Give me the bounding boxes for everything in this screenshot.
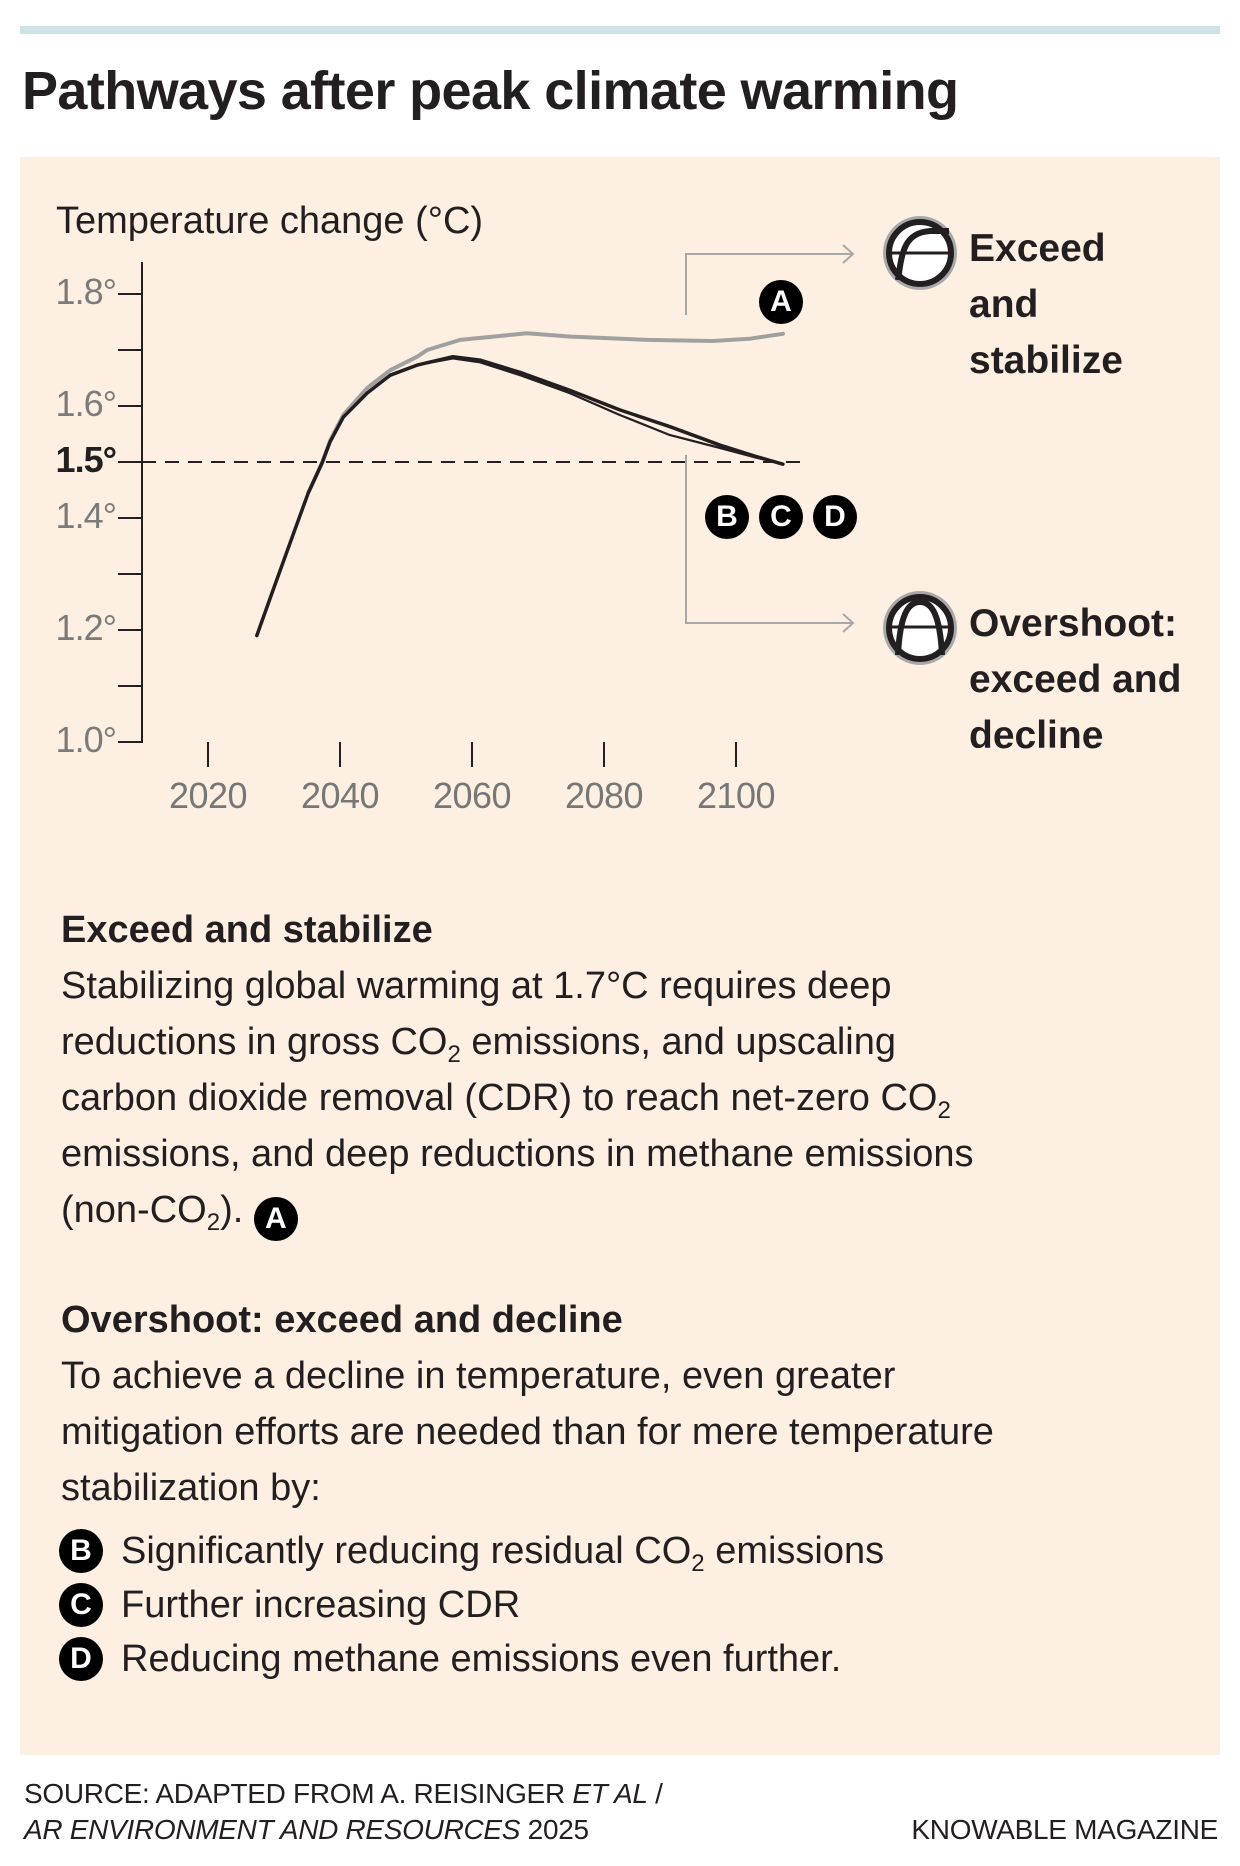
pathway-label-line: stabilize bbox=[969, 339, 1123, 382]
connector-arrow-stabilize bbox=[685, 253, 852, 315]
connector-arrow-overshoot bbox=[685, 455, 852, 624]
list-item: B Significantly reducing residual CO2 em… bbox=[59, 1524, 1201, 1578]
subscript: 2 bbox=[937, 1097, 951, 1124]
pathway-label-line: decline bbox=[969, 714, 1104, 757]
pathway-label-line: Exceed bbox=[969, 227, 1106, 270]
y-tick-label: 1.0° bbox=[55, 719, 117, 760]
body-line: emissions, and deep reductions in methan… bbox=[61, 1133, 974, 1175]
y-tick-label: 1.4° bbox=[55, 495, 117, 536]
pathway-label-line: exceed and bbox=[969, 658, 1182, 701]
body-line: emissions, and upscaling bbox=[460, 1021, 896, 1063]
section-body: Stabilizing global warming at 1.7°C requ… bbox=[61, 958, 1201, 1241]
body-line: reductions in gross CO bbox=[61, 1021, 448, 1063]
subscript: 2 bbox=[447, 1041, 461, 1068]
section-body: To achieve a decline in temperature, eve… bbox=[61, 1348, 1201, 1516]
publisher-brand: KNOWABLE MAGAZINE bbox=[911, 1814, 1218, 1845]
page-title: Pathways after peak climate warming bbox=[22, 61, 959, 121]
list-item: C Further increasing CDR bbox=[59, 1578, 1201, 1632]
subscript: 2 bbox=[206, 1209, 221, 1236]
connector-group bbox=[685, 244, 855, 633]
subscript: 2 bbox=[691, 1550, 705, 1577]
badge-d-chart: D bbox=[813, 495, 857, 539]
y-tick-label: 1.6° bbox=[55, 383, 117, 424]
x-tick-label: 2040 bbox=[300, 775, 380, 816]
y-tick-label: 1.5° bbox=[55, 439, 117, 480]
badge-a-inline: A bbox=[253, 1197, 298, 1241]
source-year: 2025 bbox=[520, 1814, 589, 1845]
body-line: (non-CO bbox=[61, 1189, 207, 1231]
source-credit: SOURCE: ADAPTED FROM A. REISINGER ET AL … bbox=[24, 1776, 663, 1848]
mitigation-list: B Significantly reducing residual CO2 em… bbox=[59, 1524, 1201, 1686]
badge-b: B bbox=[59, 1529, 103, 1573]
series-line-1 bbox=[306, 331, 785, 495]
series-line-3 bbox=[255, 357, 784, 637]
body-line: To achieve a decline in temperature, eve… bbox=[61, 1355, 896, 1397]
source-slash: / bbox=[647, 1778, 663, 1809]
section-overshoot: Overshoot: exceed and decline To achieve… bbox=[59, 1292, 1201, 1686]
body-line: ). bbox=[220, 1189, 244, 1231]
body-line: Stabilizing global warming at 1.7°C requ… bbox=[61, 965, 892, 1007]
y-tick-label: 1.8° bbox=[55, 271, 117, 312]
list-item: D Reducing methane emissions even furthe… bbox=[59, 1632, 1201, 1686]
list-item-text: Significantly reducing residual CO bbox=[121, 1530, 692, 1572]
pathway-label-line: and bbox=[969, 283, 1039, 326]
source-prefix: SOURCE: ADAPTED FROM A. REISINGER bbox=[24, 1778, 573, 1809]
x-tick-label: 2100 bbox=[696, 775, 776, 816]
series-line-2 bbox=[255, 354, 785, 638]
section-exceed-stabilize: Exceed and stabilize Stabilizing global … bbox=[61, 902, 1201, 1241]
x-tick-label: 2060 bbox=[432, 775, 512, 816]
pathway-label-line: Overshoot: bbox=[969, 602, 1178, 645]
badge-d: D bbox=[59, 1637, 103, 1681]
section-heading: Exceed and stabilize bbox=[61, 909, 433, 951]
pathway-label-overshoot: Overshoot: exceed and decline bbox=[969, 596, 1181, 764]
badge-c-chart: C bbox=[759, 495, 803, 539]
y-axis-title: Temperature change (°C) bbox=[56, 200, 484, 242]
list-item-text: Further increasing CDR bbox=[121, 1584, 521, 1626]
badge-b-chart: B bbox=[705, 495, 749, 539]
series-group bbox=[255, 331, 785, 638]
list-item-text: emissions bbox=[704, 1530, 885, 1572]
x-tick-label: 2020 bbox=[168, 775, 248, 816]
chart-axes bbox=[118, 262, 737, 767]
top-rule bbox=[20, 26, 1220, 34]
source-journal: AR ENVIRONMENT AND RESOURCES bbox=[24, 1814, 521, 1845]
body-line: mitigation efforts are needed than for m… bbox=[61, 1411, 994, 1453]
list-item-text: Reducing methane emissions even further. bbox=[121, 1638, 842, 1680]
x-tick-label: 2080 bbox=[564, 775, 644, 816]
exceed-stabilize-icon bbox=[883, 216, 957, 290]
arrowhead-stabilize bbox=[842, 244, 855, 264]
body-line: stabilization by: bbox=[61, 1467, 321, 1509]
body-line: carbon dioxide removal (CDR) to reach ne… bbox=[61, 1077, 938, 1119]
section-heading: Overshoot: exceed and decline bbox=[61, 1299, 623, 1341]
y-tick-label: 1.2° bbox=[55, 607, 117, 648]
source-etal: ET AL bbox=[572, 1778, 648, 1809]
pathway-label-stabilize: Exceed and stabilize bbox=[969, 221, 1123, 389]
content-panel bbox=[20, 157, 1220, 1755]
overshoot-icon bbox=[883, 591, 957, 665]
badge-a-chart: A bbox=[759, 280, 803, 324]
arrowhead-overshoot bbox=[842, 613, 855, 633]
badge-c: C bbox=[59, 1583, 103, 1627]
